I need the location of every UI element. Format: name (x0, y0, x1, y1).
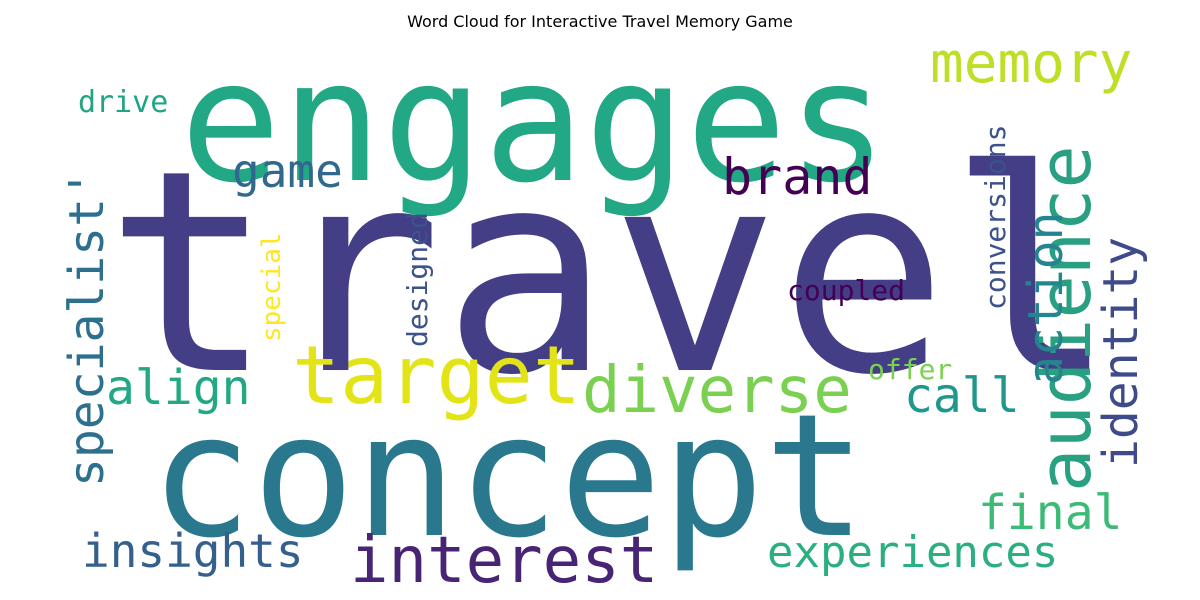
word-coupled: coupled (787, 274, 905, 307)
word-audience: audience (1023, 145, 1107, 492)
word-offer: offer (868, 353, 952, 386)
word-brand: brand (722, 148, 873, 206)
word-experiences: experiences (767, 527, 1058, 578)
word-travel: travel (105, 111, 1116, 437)
word-align: align (106, 360, 251, 416)
word-call: call (904, 368, 1020, 424)
word-diverse: diverse (582, 354, 852, 428)
chart-title: Word Cloud for Interactive Travel Memory… (407, 12, 793, 31)
word-conversions: conversions (979, 125, 1012, 310)
word-memory: memory (930, 31, 1132, 96)
word-concept: concept (150, 378, 866, 576)
word-drive: drive (78, 85, 168, 120)
word-identity: identity (1093, 237, 1149, 468)
word-target: target (292, 329, 581, 422)
word-game: game (232, 144, 343, 198)
word-engages: engages (180, 24, 888, 220)
word-insights: insights (82, 524, 304, 578)
word-action: action (1018, 212, 1074, 385)
word-interest: interest (350, 524, 658, 598)
word-specialist: specialist' (59, 169, 115, 487)
word-special: special (257, 232, 287, 342)
word-final: final (978, 485, 1123, 541)
word-designed: designed (401, 212, 434, 347)
